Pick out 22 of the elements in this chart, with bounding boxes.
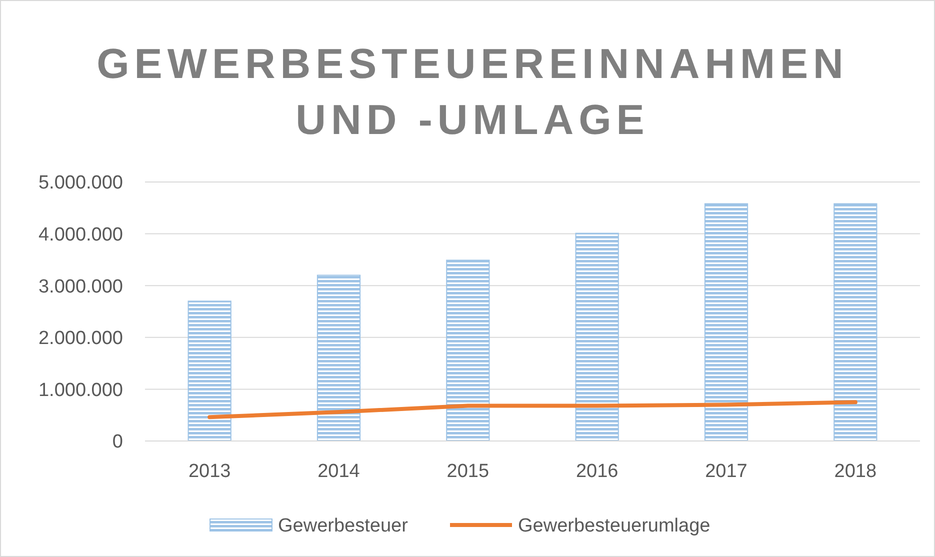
y-tick-label: 0 [112, 432, 123, 453]
y-tick-label: 1.000.000 [38, 380, 123, 401]
x-tick-label: 2016 [576, 461, 618, 482]
x-tick-label: 2018 [834, 461, 877, 482]
chart-title: GEWERBESTEUEREINNAHMEN UND -UMLAGE [96, 40, 848, 143]
x-tick-label: 2017 [705, 461, 748, 482]
y-tick-label: 5.000.000 [38, 172, 123, 194]
x-tick-label: 2013 [188, 461, 231, 482]
legend-label: Gewerbesteuer [278, 516, 409, 537]
bar [575, 232, 619, 442]
bar [704, 203, 748, 442]
line-series [208, 400, 858, 420]
bar [316, 274, 361, 442]
y-tick-label: 3.000.000 [38, 276, 123, 298]
y-tick-label: 4.000.000 [38, 224, 123, 246]
x-tick-label: 2015 [446, 461, 490, 482]
bar [834, 203, 878, 442]
legend-label: Gewerbesteuerumlage [518, 516, 710, 537]
y-tick-label: 2.000.000 [38, 328, 123, 350]
bar [446, 260, 490, 442]
bar [188, 300, 232, 442]
x-tick-label: 2014 [318, 461, 360, 482]
